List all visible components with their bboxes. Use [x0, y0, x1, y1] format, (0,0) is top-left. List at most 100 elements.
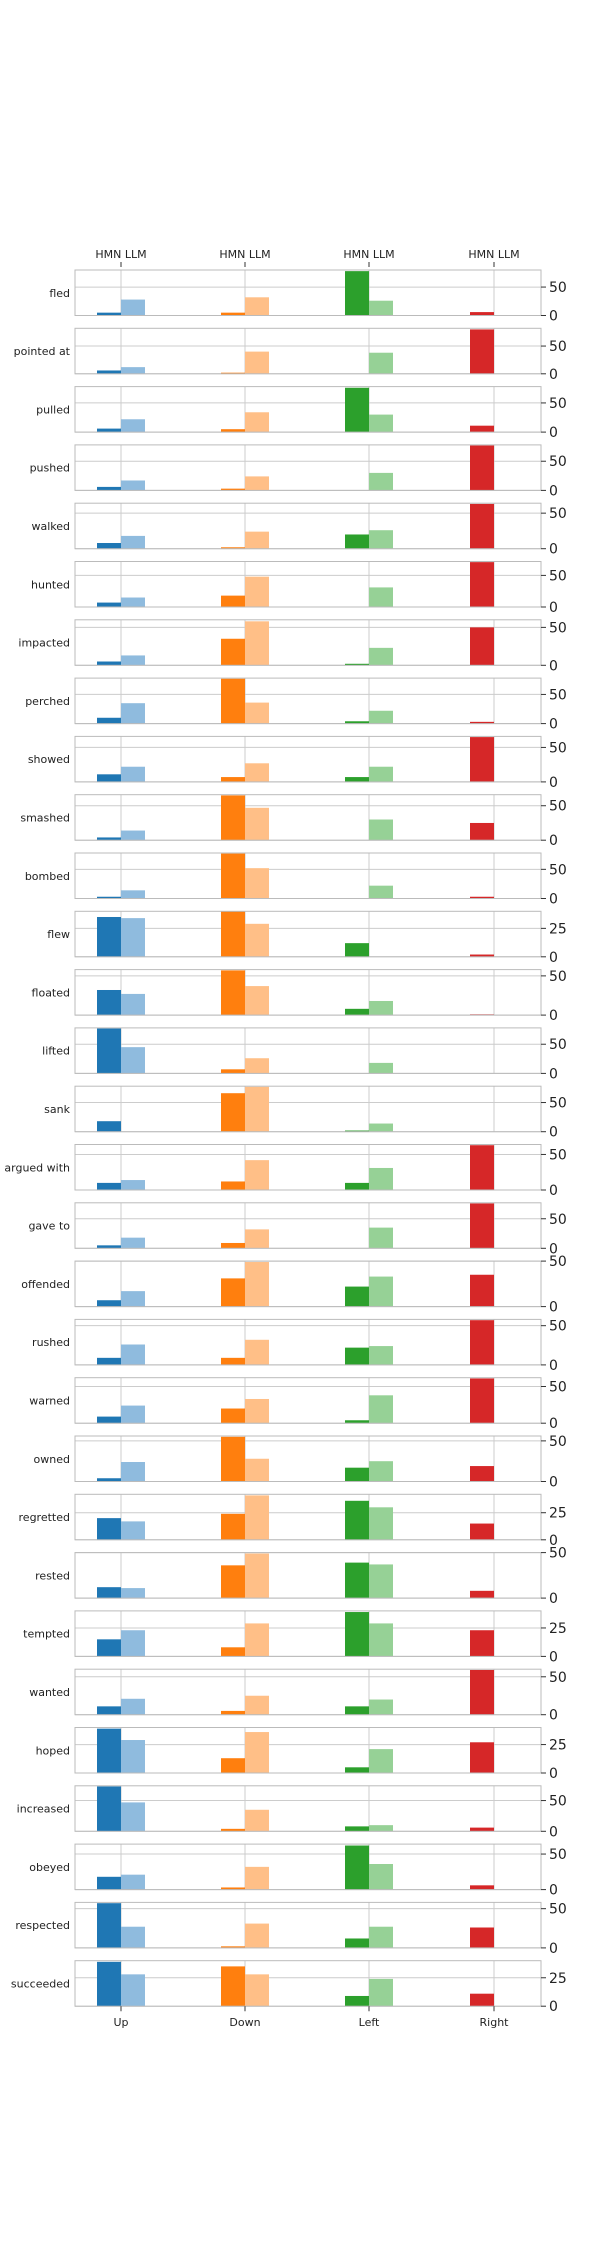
bar-llm-pulled-down — [245, 412, 269, 433]
bar-hmn-rushed-right — [470, 1320, 494, 1365]
bar-hmn-argued-with-left — [345, 1182, 369, 1190]
bar-hmn-smashed-down — [221, 795, 245, 841]
bar-hmn-regretted-right — [470, 1523, 494, 1540]
bar-hmn-hunted-up — [97, 602, 121, 607]
bottom-tick-label-down: Down — [229, 2016, 260, 2029]
bar-hmn-rested-up — [97, 1587, 121, 1599]
panel-20-ytick-label-1: 50 — [549, 1434, 567, 1450]
bar-llm-fled-up — [121, 299, 145, 316]
panel-2-frame — [74, 386, 542, 433]
panel-12-ytick-label-0: 0 — [549, 1008, 558, 1024]
panel-5-ytick-label-1: 50 — [549, 568, 567, 584]
panel-15-frame — [74, 1144, 542, 1191]
bar-hmn-pulled-left — [345, 387, 369, 433]
panel-25-frame — [74, 1727, 542, 1774]
bar-llm-rushed-left — [369, 1346, 393, 1365]
bar-llm-respected-left — [369, 1926, 393, 1948]
bar-hmn-succeeded-left — [345, 1995, 369, 2007]
panel-29-ytick-label-1: 25 — [549, 1971, 567, 1987]
bar-hmn-showed-left — [345, 777, 369, 782]
verb-label-gave-to: gave to — [28, 1220, 70, 1233]
panel-0-ytick-label-1: 50 — [549, 280, 567, 296]
bar-llm-fled-left — [369, 300, 393, 316]
bar-llm-wanted-left — [369, 1699, 393, 1715]
panel-4-ytick-label-0: 0 — [549, 542, 558, 558]
panel-24-frame — [74, 1668, 542, 1716]
verb-label-wanted: wanted — [29, 1686, 70, 1699]
panel-1-ytick-label-1: 50 — [549, 339, 567, 355]
panel-8-frame — [74, 735, 542, 783]
bar-llm-perched-up — [121, 703, 145, 724]
panel-18-ytick-label-1: 50 — [549, 1319, 567, 1335]
panel-14-ytick-label-1: 50 — [549, 1096, 567, 1112]
bar-llm-hunted-left — [369, 587, 393, 607]
bar-hmn-impacted-right — [470, 627, 494, 666]
panel-16-ytick-label-0: 0 — [549, 1241, 558, 1257]
verb-label-regretted: regretted — [19, 1511, 70, 1524]
bar-hmn-perched-down — [221, 678, 245, 724]
bar-hmn-increased-right — [470, 1827, 494, 1832]
bar-llm-hunted-up — [121, 597, 145, 607]
bar-llm-sank-down — [245, 1086, 269, 1132]
bar-llm-smashed-left — [369, 819, 393, 841]
bar-llm-gave-to-left — [369, 1227, 393, 1249]
bar-llm-regretted-down — [245, 1495, 269, 1540]
bar-llm-showed-left — [369, 766, 393, 782]
bar-llm-tempted-up — [121, 1630, 145, 1657]
bar-hmn-obeyed-left — [345, 1845, 369, 1890]
panel-19-ytick-label-1: 50 — [549, 1380, 567, 1396]
bar-llm-fled-down — [245, 297, 269, 316]
bar-hmn-impacted-left — [345, 663, 369, 666]
panel-6-ytick-label-0: 0 — [549, 658, 558, 674]
panel-17-ytick-label-0: 0 — [549, 1300, 558, 1316]
bar-llm-pushed-up — [121, 480, 145, 491]
bar-llm-argued-with-down — [245, 1160, 269, 1190]
bar-llm-warned-down — [245, 1398, 269, 1424]
verb-label-owned: owned — [34, 1453, 70, 1466]
bar-llm-tempted-down — [245, 1623, 269, 1657]
panel-27-frame — [74, 1843, 542, 1891]
bar-hmn-wanted-up — [97, 1706, 121, 1715]
panel-11-ytick-label-1: 25 — [549, 921, 567, 937]
panel-12-frame — [74, 969, 542, 1016]
bar-hmn-fled-down — [221, 312, 245, 316]
panel-9-ytick-label-0: 0 — [549, 833, 558, 849]
bar-hmn-rested-down — [221, 1565, 245, 1599]
bar-hmn-pulled-right — [470, 425, 494, 433]
bar-llm-tempted-left — [369, 1623, 393, 1657]
bar-llm-showed-down — [245, 763, 269, 782]
bar-hmn-respected-down — [221, 1946, 245, 1948]
verb-label-pushed: pushed — [30, 462, 70, 475]
panel-15-ytick-label-0: 0 — [549, 1183, 558, 1199]
bar-llm-owned-up — [121, 1462, 145, 1482]
bar-llm-flew-down — [245, 923, 269, 957]
bar-llm-gave-to-up — [121, 1237, 145, 1249]
bar-llm-pointed-at-down — [245, 351, 269, 374]
bar-hmn-pushed-up — [97, 486, 121, 491]
bar-hmn-pointed-at-right — [470, 329, 494, 374]
bar-hmn-sank-left — [345, 1130, 369, 1132]
panel-21-frame — [74, 1493, 542, 1541]
panel-29-ytick-label-0: 0 — [549, 1999, 558, 2015]
bar-hmn-tempted-right — [470, 1630, 494, 1657]
verb-label-flew: flew — [47, 928, 70, 941]
panel-29-frame — [74, 1960, 542, 2007]
bar-hmn-warned-left — [345, 1420, 369, 1424]
bar-llm-rested-up — [121, 1588, 145, 1599]
bar-llm-rushed-down — [245, 1339, 269, 1365]
bar-llm-bombed-up — [121, 890, 145, 899]
bar-llm-regretted-up — [121, 1521, 145, 1540]
panel-20-ytick-label-0: 0 — [549, 1475, 558, 1491]
panel-7-ytick-label-0: 0 — [549, 717, 558, 733]
bar-hmn-walked-up — [97, 543, 121, 549]
panel-23-ytick-label-1: 25 — [549, 1621, 567, 1637]
verb-label-respected: respected — [15, 1919, 70, 1932]
verb-label-argued-with: argued with — [4, 1161, 70, 1174]
bar-hmn-regretted-up — [97, 1518, 121, 1540]
panel-12-ytick-label-1: 50 — [549, 969, 567, 985]
bar-llm-flew-up — [121, 918, 145, 957]
bar-llm-warned-up — [121, 1405, 145, 1424]
panel-5-ytick-label-0: 0 — [549, 600, 558, 616]
bar-hmn-hunted-down — [221, 595, 245, 607]
